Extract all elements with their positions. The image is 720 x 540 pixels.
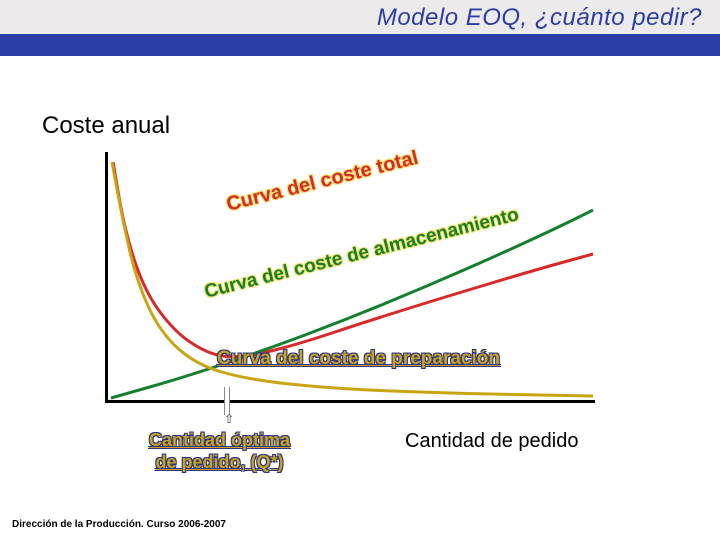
footer-text: Dirección de la Producción. Curso 2006-2… [12, 519, 226, 530]
title-bar: Modelo EOQ, ¿cuánto pedir? [0, 0, 720, 34]
page-title: Modelo EOQ, ¿cuánto pedir? [377, 4, 702, 31]
arrow-up-icon: ⇧ [224, 412, 232, 426]
x-axis-label: Cantidad de pedido [405, 430, 578, 453]
y-axis [105, 152, 108, 402]
chart-curves [105, 152, 645, 412]
header: Modelo EOQ, ¿cuánto pedir? [0, 0, 720, 58]
setup-cost-label: Curva del coste de preparación [217, 348, 500, 370]
eoq-chart: ⇧ Curva del coste total Curva del coste … [105, 152, 645, 432]
optimal-quantity-label: Cantidad óptimade pedido, (Q*) [149, 430, 290, 473]
x-axis [105, 400, 595, 403]
optimal-quantity-marker [224, 387, 230, 415]
y-axis-label: Coste anual [42, 112, 170, 140]
header-blue-bar [0, 34, 720, 56]
